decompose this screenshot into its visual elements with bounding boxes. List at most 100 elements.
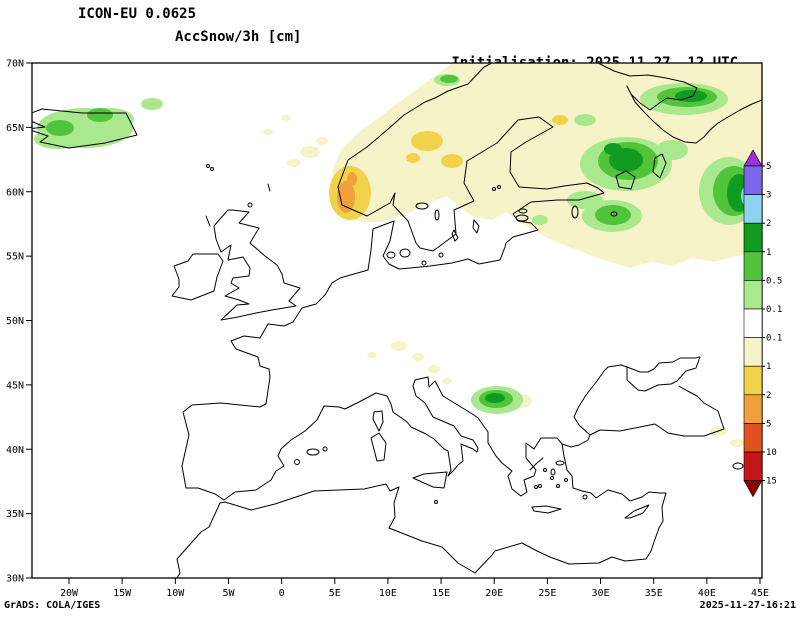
- shade-rain-light-shape: [300, 146, 320, 158]
- creation-timestamp: 2025-11-27-16:21: [699, 600, 796, 611]
- colorbar-tick-label: 3: [766, 191, 771, 201]
- colorbar-arrow-bottom: [743, 480, 763, 498]
- island-euboea: [529, 457, 544, 471]
- lake-ladoga: [615, 170, 636, 190]
- colorbar-tick-label: 0.1: [766, 305, 782, 315]
- x-tick-label: 40E: [698, 588, 716, 599]
- shade-snow-light-shape: [656, 140, 688, 160]
- shade-rain-light-shape: [412, 353, 424, 361]
- coast-blacksea-north: [573, 364, 628, 436]
- y-tick-label: 40N: [6, 445, 24, 456]
- shade-snow-light-shape: [141, 98, 163, 110]
- colorbar-segment: [743, 365, 763, 396]
- island-ibiza: [294, 459, 300, 465]
- island-menorca: [322, 446, 328, 452]
- colorbar-tick-label: 15: [766, 477, 777, 487]
- shade-rain-light-shape: [287, 159, 301, 167]
- y-tick-label: 70N: [6, 59, 24, 70]
- shade-rain-light-shape: [316, 137, 328, 145]
- colorbar-tick-label: 1: [766, 362, 771, 372]
- colorbar: 5 3 2 1 0.5 0.1 0.1 1 2 5 10 15: [743, 149, 782, 498]
- x-tick-label: 25E: [538, 588, 556, 599]
- island-aland-1: [492, 187, 496, 191]
- island-saaremaa: [515, 214, 529, 222]
- island-shetland: [267, 183, 271, 192]
- island-fyn: [386, 251, 396, 259]
- x-tick-label: 15W: [113, 588, 132, 599]
- y-tick-label: 30N: [6, 574, 24, 585]
- y-tick-label: 55N: [6, 252, 24, 263]
- lake-vanern: [415, 202, 429, 210]
- colorbar-tick-label: 2: [766, 391, 771, 401]
- x-tick-label: 35E: [645, 588, 663, 599]
- colorbar-segment: [743, 451, 763, 481]
- shade-snow-light-shape: [34, 129, 82, 149]
- shade-rain-moderate-shape: [552, 115, 568, 125]
- model-title: ICON-EU 0.0625: [78, 6, 197, 22]
- island-aegean-1: [543, 468, 547, 472]
- island-oland: [451, 229, 459, 242]
- shade-rain-light-shape: [442, 378, 452, 384]
- shade-rain-light-shape: [391, 341, 407, 351]
- lake-van: [732, 462, 744, 470]
- coast-turkey-levant-africa: [176, 443, 667, 578]
- island-malta: [434, 500, 438, 504]
- island-rhodes: [582, 494, 588, 500]
- lake-onega: [652, 153, 667, 179]
- coast-ireland: [171, 253, 224, 301]
- island-cyprus: [624, 504, 650, 519]
- x-tick-label: 45E: [751, 588, 769, 599]
- x-tick-label: 5W: [222, 588, 235, 599]
- lake-ilmen: [610, 211, 618, 217]
- shade-rain-heavy-shape: [347, 172, 357, 186]
- shade-snow-heavy-shape: [485, 393, 505, 403]
- coast-kola-whitesea: [597, 63, 762, 144]
- island-aland-2: [497, 185, 501, 189]
- colorbar-tick-label: 1: [766, 248, 771, 258]
- colorbar-segment: [743, 308, 763, 338]
- shade-rain-light-shape: [332, 63, 762, 268]
- shade-snow-light-shape: [574, 114, 596, 126]
- x-axis: 20W 15W 10W 5W 0 5E 10E 15E 20E 25E 30E 35E 40E 45E: [60, 578, 769, 599]
- coast-atlantic-baltic-scandinavia: [181, 63, 605, 501]
- grads-credit: GrADS: COLA/IGES: [4, 600, 101, 611]
- x-tick-label: 10W: [166, 588, 185, 599]
- y-tick-label: 60N: [6, 187, 24, 198]
- island-corsica: [372, 410, 384, 432]
- y-axis: 30N 35N 40N 45N 50N 55N 60N 65N 70N: [6, 59, 32, 585]
- coast-azov-crimea: [626, 356, 701, 392]
- island-aegean-3: [556, 484, 560, 488]
- variable-title: AccSnow/3h [cm]: [175, 29, 302, 45]
- colorbar-tick-label: 2: [766, 219, 771, 229]
- shade-rain-moderate-shape: [441, 154, 463, 168]
- shade-rain-light-shape: [730, 439, 744, 447]
- shade-snow-heavy-shape: [604, 143, 622, 155]
- colorbar-segment: [743, 251, 763, 281]
- shade-snow-moderate-shape: [440, 75, 458, 83]
- x-tick-label: 0: [279, 588, 285, 599]
- coast-great-britain: [213, 209, 301, 321]
- island-orkney: [247, 202, 253, 208]
- shade-rain-light-shape: [281, 115, 291, 121]
- island-crete: [531, 505, 562, 514]
- x-tick-label: 5E: [329, 588, 341, 599]
- island-zealand: [399, 248, 411, 258]
- x-tick-label: 20E: [485, 588, 503, 599]
- island-aegean-5: [564, 478, 568, 482]
- island-faroe-1: [206, 164, 210, 168]
- island-sicily: [412, 471, 448, 489]
- lake-vattern: [434, 209, 440, 221]
- shade-snow-light-shape: [532, 215, 548, 225]
- island-hebrides: [205, 215, 211, 227]
- lake-peipus: [571, 205, 579, 219]
- x-tick-label: 10E: [379, 588, 397, 599]
- shade-rain-moderate-shape: [411, 131, 443, 151]
- colorbar-segment: [743, 337, 763, 367]
- shade-snow-moderate-shape: [595, 205, 631, 225]
- island-bornholm: [438, 252, 444, 258]
- island-ruegen: [421, 260, 427, 266]
- coast-iceland: [32, 108, 138, 149]
- colorbar-tick-label: 5: [766, 162, 771, 172]
